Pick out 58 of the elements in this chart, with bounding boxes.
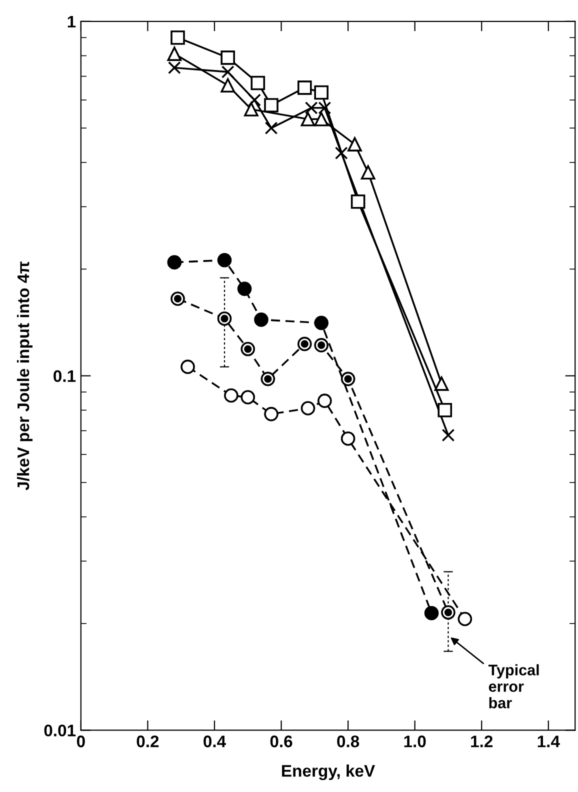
point [221,65,234,78]
x-tick-label: 1.2 [471,736,493,748]
point [170,292,185,306]
point [240,342,256,356]
point [220,78,235,92]
point [260,372,276,386]
point [424,606,439,620]
point [334,146,348,160]
x-tick-label: 0.8 [337,736,360,748]
point [168,61,181,74]
point [240,390,256,404]
y-tick-label: 1 [68,16,76,28]
point [340,372,356,386]
point [217,252,232,268]
x-tick-label: 0.2 [136,736,159,748]
x-tick-label: 0.4 [204,736,226,748]
y-axis-title: J/keV per Joule input into 4π [16,262,33,490]
point [314,338,328,352]
point [254,312,268,327]
y-tick-label: 0.01 [44,724,76,736]
point [434,376,449,391]
point [224,388,238,403]
point [264,122,278,135]
point [314,112,328,126]
point [220,50,235,65]
point [314,85,328,100]
point [318,394,332,408]
point [170,30,185,45]
point [297,336,312,352]
point [250,76,266,90]
point [217,311,232,326]
point [264,406,278,422]
y-tick-label: 0.1 [54,370,76,382]
x-tick-label: 0 [76,736,85,748]
x-tick-label: 1.4 [538,736,560,748]
point [340,431,356,446]
x-tick-label: 0.6 [270,736,292,748]
point [167,255,182,270]
point [442,428,455,442]
point [300,401,316,416]
x-tick-label: 1.0 [404,736,426,748]
point [248,94,262,106]
point [244,102,258,116]
point [297,80,312,95]
point [300,112,316,126]
point [314,316,328,330]
point [167,46,182,61]
point [237,282,252,296]
point [441,605,456,620]
point [350,194,366,209]
point [438,402,452,418]
x-axis-title: Energy, keV [282,764,375,780]
point [458,612,472,626]
point [360,165,376,180]
point [180,360,195,374]
annotation: Typical error bar [488,664,539,708]
point [348,137,362,152]
point [264,98,278,112]
